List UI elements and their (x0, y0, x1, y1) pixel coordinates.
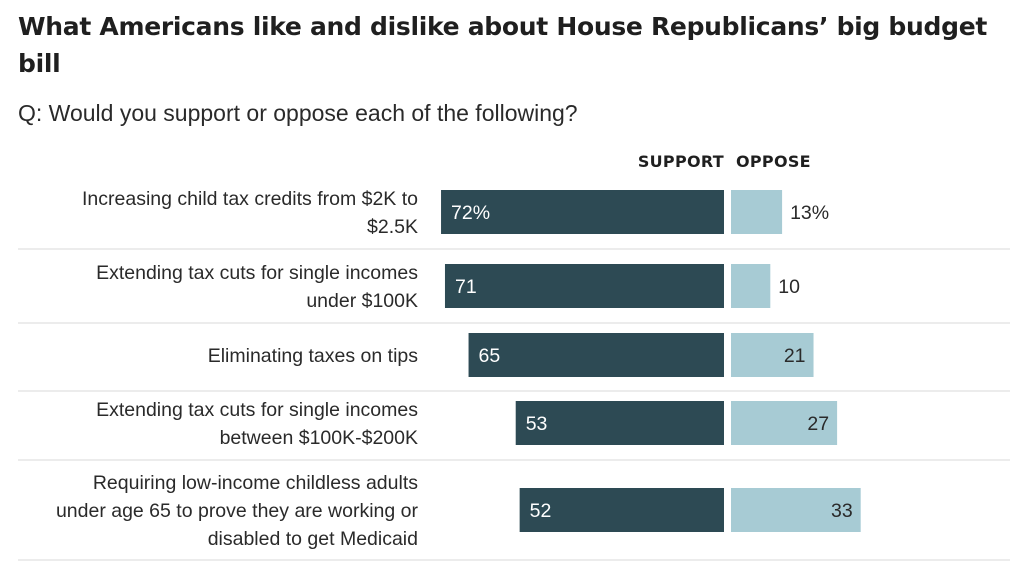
category-label: $2.5K (367, 216, 418, 238)
oppose-bar (731, 190, 783, 234)
support-value-label: 71 (455, 276, 477, 298)
category-label: Increasing child tax credits from $2K to (82, 188, 418, 210)
support-value-label: 72% (451, 202, 490, 224)
category-label: disabled to get Medicaid (208, 528, 418, 550)
category-label: between $100K-$200K (220, 427, 418, 449)
oppose-bar (731, 401, 838, 445)
oppose-value-label: 13% (790, 202, 829, 224)
support-bar (468, 333, 724, 377)
oppose-value-label: 21 (784, 345, 806, 367)
support-value-label: 53 (526, 413, 548, 435)
category-label: Extending tax cuts for single incomes (96, 262, 418, 284)
oppose-column-header: OPPOSE (736, 152, 811, 171)
support-column-header: SUPPORT (637, 152, 724, 171)
chart-title: What Americans like and dislike about Ho… (18, 12, 988, 78)
oppose-bar (731, 333, 814, 377)
category-label: Requiring low-income childless adults (93, 472, 418, 494)
category-label: under age 65 to prove they are working o… (56, 500, 419, 522)
category-label: Eliminating taxes on tips (208, 345, 419, 367)
oppose-value-label: 33 (831, 500, 853, 522)
category-label: Extending tax cuts for single incomes (96, 399, 418, 421)
support-bar (444, 264, 724, 308)
oppose-value-label: 10 (778, 276, 800, 298)
support-bar (441, 190, 724, 234)
support-value-label: 52 (530, 500, 552, 522)
oppose-bar (731, 488, 861, 532)
support-bar (519, 488, 724, 532)
support-bar (515, 401, 724, 445)
oppose-bar (731, 264, 771, 308)
category-label: under $100K (306, 290, 418, 312)
support-value-label: 65 (479, 345, 501, 367)
chart-subtitle: Q: Would you support or oppose each of t… (18, 100, 578, 126)
oppose-value-label: 27 (807, 413, 829, 435)
